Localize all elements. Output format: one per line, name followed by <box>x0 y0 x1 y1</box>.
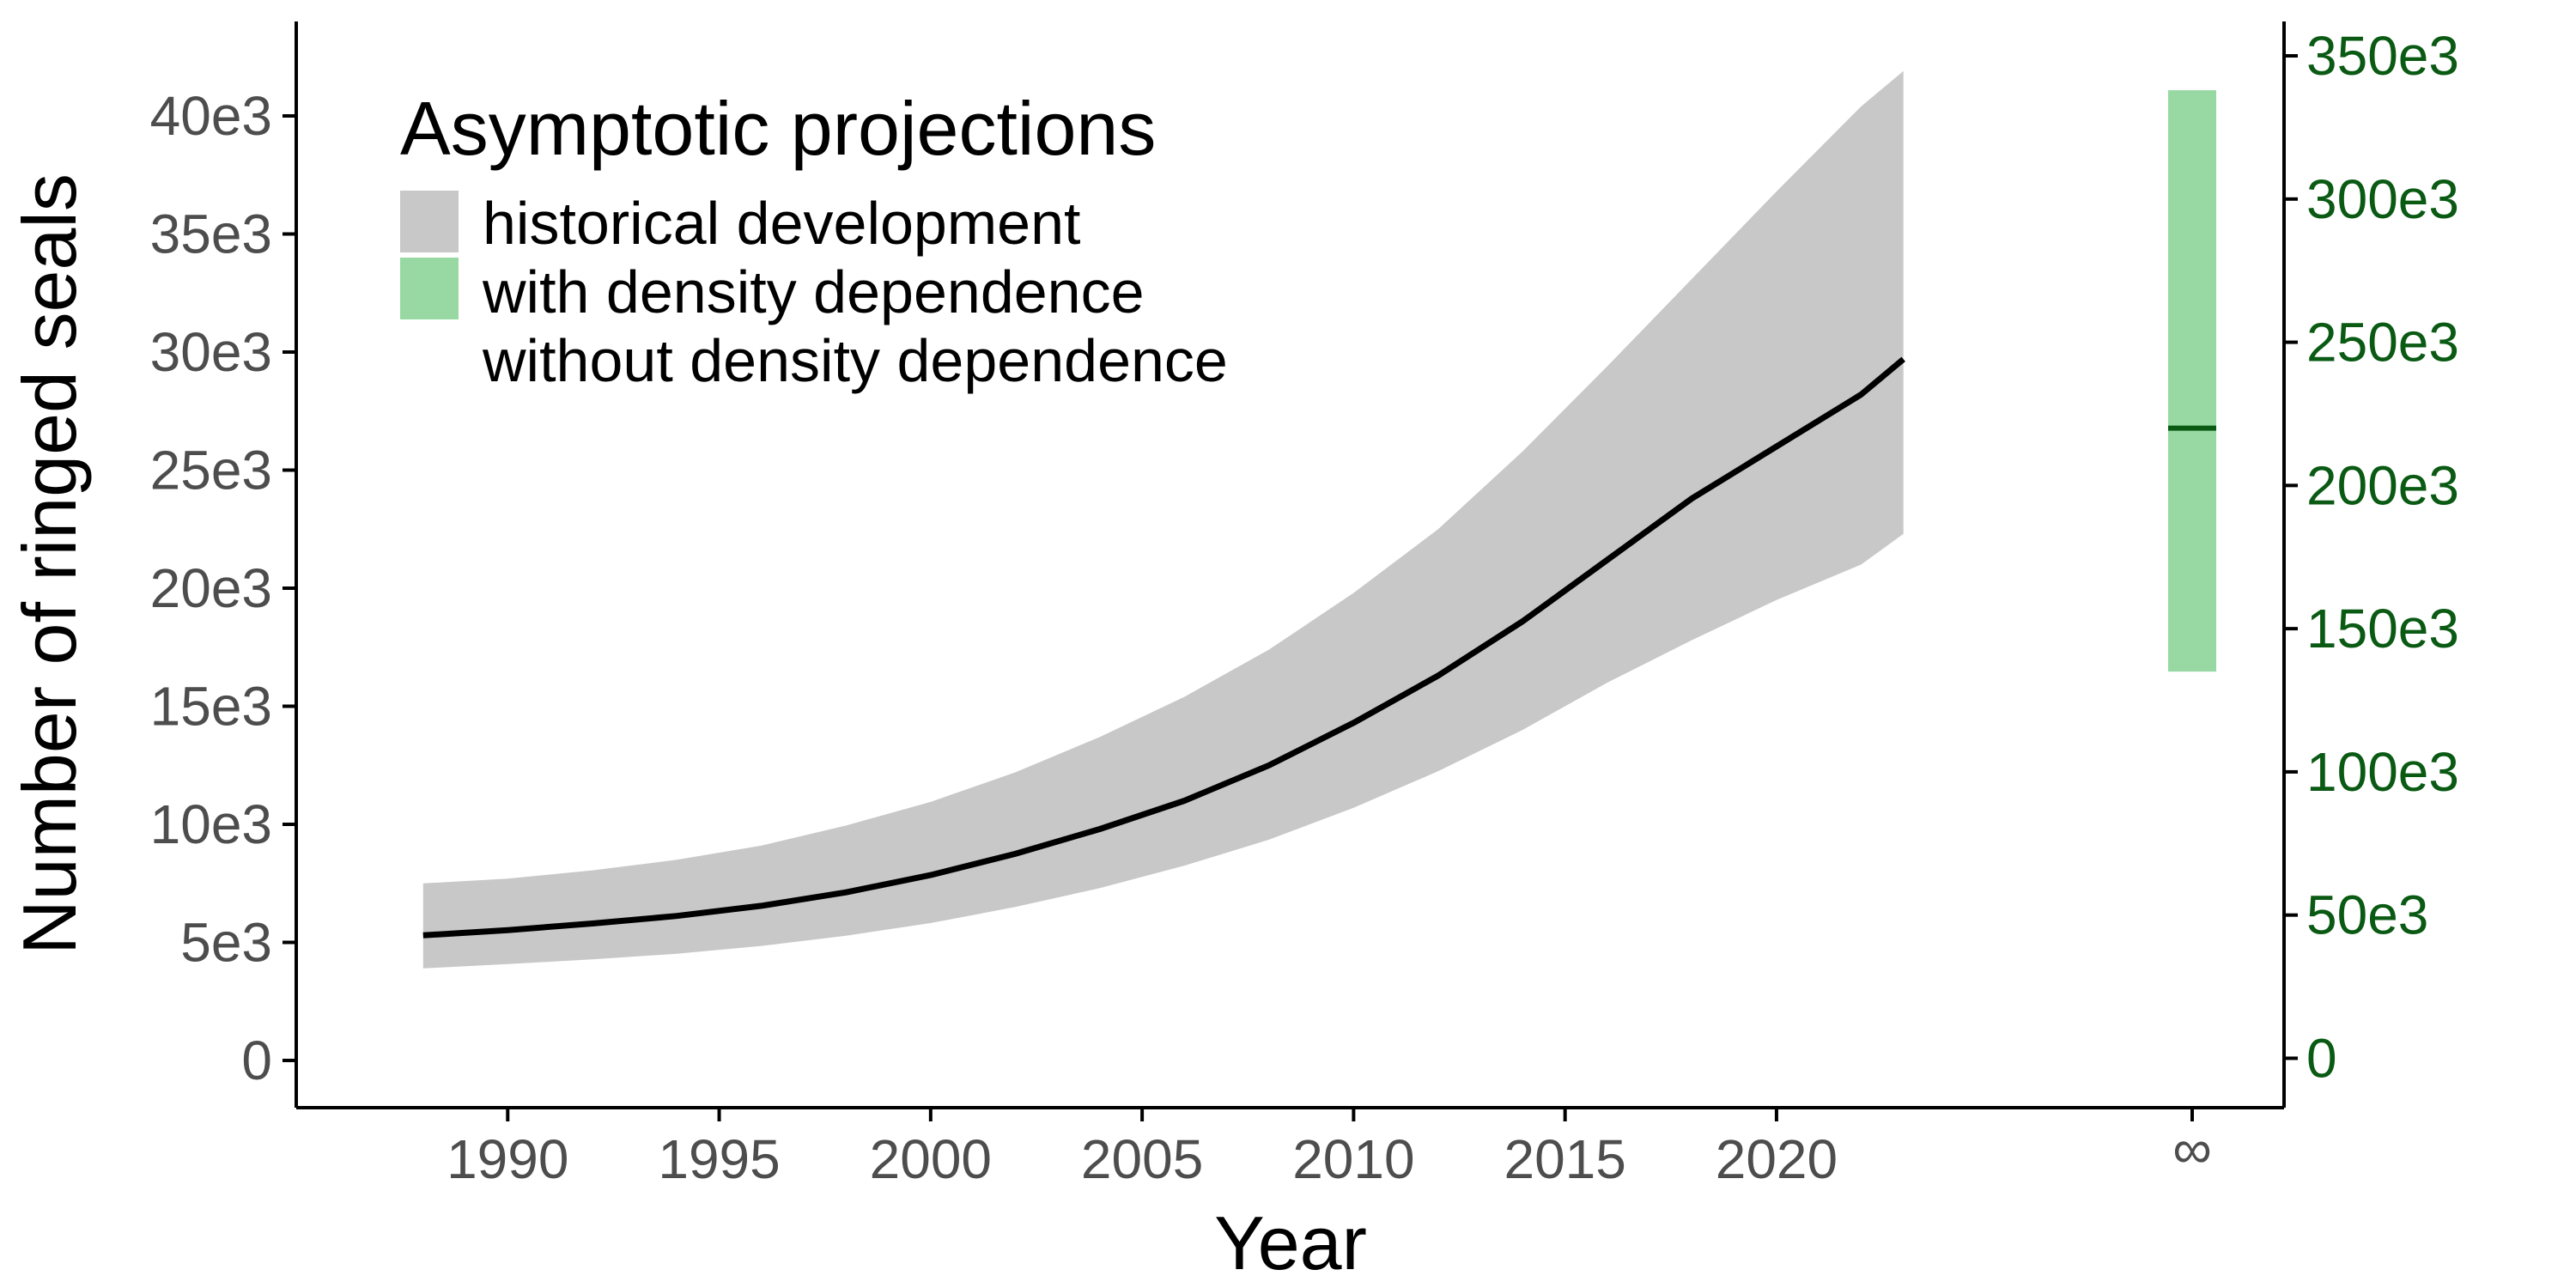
legend-label-no-density: without density dependence <box>482 327 1228 394</box>
historical-projection-line <box>422 356 1905 939</box>
legend-swatch-density <box>400 258 459 319</box>
legend-swatch-historical <box>400 191 459 252</box>
right-tick-label: 0 <box>2306 1027 2337 1089</box>
right-tick-label: 250e3 <box>2306 312 2459 374</box>
x-axis-title: Year <box>1214 1200 1367 1285</box>
x-tick-label-infinity: ∞ <box>2172 1118 2212 1180</box>
asymptotic-projection <box>2168 90 2216 672</box>
y-axis-title: Number of ringed seals <box>7 173 92 955</box>
right-tick-label: 100e3 <box>2306 741 2459 803</box>
legend: Asymptotic projections historical develo… <box>400 86 1228 394</box>
historical-confidence-band <box>422 70 1904 969</box>
left-tick-label: 40e3 <box>150 85 272 147</box>
right-tick-label: 300e3 <box>2306 168 2459 230</box>
left-tick-label: 20e3 <box>150 557 272 619</box>
left-tick-label: 15e3 <box>150 676 272 738</box>
axes <box>295 21 2286 1109</box>
x-tick-label: 2005 <box>1081 1128 1203 1190</box>
x-tick-label: 2010 <box>1292 1128 1414 1190</box>
left-tick-label: 10e3 <box>150 793 272 855</box>
x-tick-label: 2020 <box>1716 1128 1838 1190</box>
left-tick-label: 30e3 <box>150 321 272 383</box>
legend-label-density: with density dependence <box>482 258 1145 325</box>
x-tick-label: 2015 <box>1504 1128 1625 1190</box>
x-tick-label: 2000 <box>870 1128 992 1190</box>
left-tick-label: 5e3 <box>180 912 272 974</box>
x-tick-label: 1990 <box>447 1128 568 1190</box>
x-tick-label: 1995 <box>658 1128 780 1190</box>
left-tick-label: 35e3 <box>150 204 272 265</box>
right-tick-label: 200e3 <box>2306 454 2459 516</box>
left-tick-label: 0 <box>241 1030 272 1091</box>
projection-lines <box>422 356 1905 939</box>
left-tick-label: 25e3 <box>150 440 272 501</box>
left-y-ticks: 0 5e3 10e3 15e3 20e3 25e3 30e3 35e3 40e3 <box>150 85 296 1091</box>
confidence-bands <box>422 70 1904 969</box>
right-tick-label: 150e3 <box>2306 598 2459 659</box>
right-y-ticks: 0 50e3 100e3 150e3 200e3 250e3 300e3 350e3 <box>2284 25 2459 1089</box>
x-ticks: 1990 1995 2000 2005 2010 2015 2020 ∞ <box>447 1108 2212 1190</box>
asymptotic-interval-bar <box>2168 90 2216 672</box>
right-tick-label: 350e3 <box>2306 25 2459 87</box>
legend-title: Asymptotic projections <box>400 86 1156 171</box>
right-tick-label: 50e3 <box>2306 884 2428 946</box>
legend-label-historical: historical development <box>483 190 1080 257</box>
